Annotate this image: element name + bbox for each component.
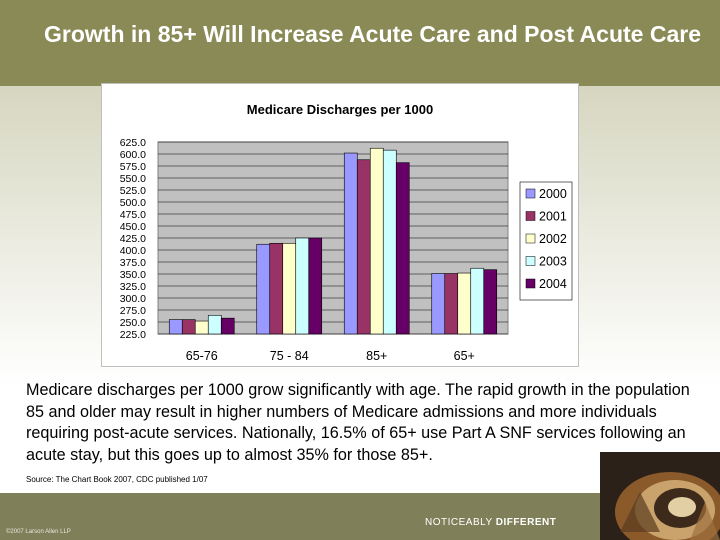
y-tick-label: 375.0: [120, 257, 146, 269]
bar-2000-3: [431, 273, 446, 335]
bar-2002-1: [282, 242, 297, 335]
x-tick-label: 85+: [366, 349, 387, 363]
bar-2003-3: [470, 267, 485, 335]
y-tick-label: 400.0: [120, 245, 146, 257]
body-paragraph: Medicare discharges per 1000 grow signif…: [26, 381, 690, 464]
bar-2004-1: [308, 237, 323, 335]
copyright-text: ©2007 Larson Allen LLP: [6, 529, 71, 535]
legend-swatch-2001: [525, 211, 536, 221]
y-tick-label: 350.0: [120, 269, 146, 281]
plot-area: 625.0600.0575.0550.0525.0500.0475.0450.0…: [120, 137, 509, 363]
y-tick-label: 500.0: [120, 197, 146, 209]
y-tick-label: 225.0: [120, 329, 146, 341]
y-tick-label: 600.0: [120, 149, 146, 161]
bar-2001-0: [181, 319, 196, 335]
x-tick-label: 65-76: [186, 349, 218, 363]
chart-title: Medicare Discharges per 1000: [247, 102, 433, 117]
bar-2003-2: [382, 149, 397, 335]
bar-2004-3: [483, 269, 498, 335]
y-tick-label: 550.0: [120, 173, 146, 185]
slide-title: Growth in 85+ Will Increase Acute Care a…: [44, 21, 701, 47]
legend-swatch-2002: [525, 233, 536, 244]
legend-swatch-2003: [525, 256, 536, 266]
bar-2004-0: [220, 317, 235, 335]
legend-label-2003: 2003: [539, 255, 567, 269]
y-tick-label: 425.0: [120, 233, 146, 245]
tagline: NOTICEABLY DIFFERENT: [425, 517, 556, 528]
x-tick-label: 75 - 84: [270, 349, 309, 363]
y-tick-label: 525.0: [120, 185, 146, 197]
bar-2000-2: [343, 152, 358, 335]
legend-swatch-2004: [525, 278, 536, 289]
legend-label-2000: 2000: [539, 187, 567, 201]
legend: 2000 2001 2002 2003 2004: [519, 181, 573, 301]
y-tick-label: 575.0: [120, 161, 146, 173]
bar-2002-3: [457, 272, 472, 335]
bar-2001-3: [444, 273, 459, 335]
decorative-pattern-image: [600, 452, 720, 540]
bar-2001-2: [356, 159, 371, 335]
bar-chart: Medicare Discharges per 1000 625.0600.05…: [120, 102, 573, 363]
y-tick-label: 450.0: [120, 221, 146, 233]
y-tick-label: 625.0: [120, 137, 146, 149]
legend-label-2002: 2002: [539, 232, 567, 246]
bar-2000-1: [256, 243, 271, 335]
header-bar: [0, 0, 720, 86]
bar-2002-0: [194, 320, 209, 335]
y-tick-label: 275.0: [120, 305, 146, 317]
y-tick-label: 250.0: [120, 317, 146, 329]
bar-2000-0: [168, 319, 183, 335]
legend-label-2004: 2004: [539, 277, 567, 291]
chart-container: Medicare Discharges per 1000 625.0 600.0 5…: [101, 83, 579, 367]
tagline-light: NOTICEABLY: [425, 517, 493, 528]
y-tick-label: 300.0: [120, 293, 146, 305]
bar-2002-2: [369, 147, 384, 335]
y-tick-label: 475.0: [120, 209, 146, 221]
tagline-bold: DIFFERENT: [495, 517, 557, 528]
legend-label-2001: 2001: [539, 210, 567, 224]
source-note: Source: The Chart Book 2007, CDC publish…: [26, 475, 208, 484]
x-tick-label: 65+: [454, 349, 475, 363]
bar-2003-0: [207, 314, 222, 335]
legend-swatch-2000: [525, 188, 536, 199]
bar-2003-1: [295, 237, 310, 335]
bar-2001-1: [269, 242, 284, 335]
bar-2004-2: [395, 162, 410, 335]
y-tick-label: 325.0: [120, 281, 146, 293]
